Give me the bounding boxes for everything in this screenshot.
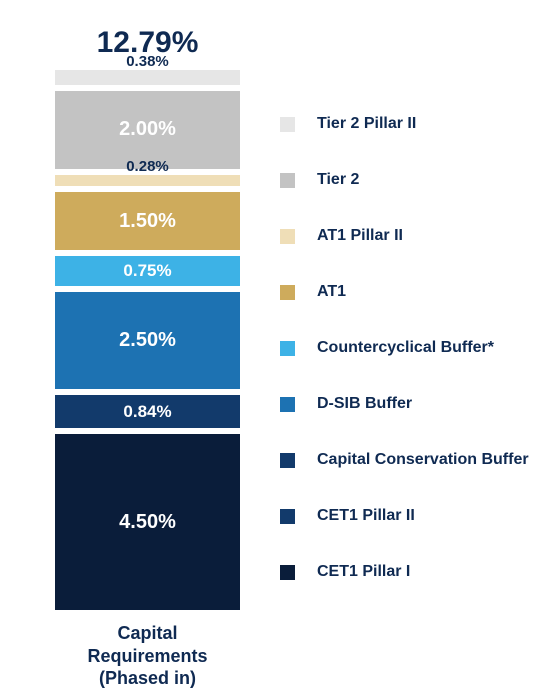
legend-label: Tier 2: [317, 171, 359, 189]
segment-dsib: 2.50%: [55, 292, 240, 390]
legend-swatch: [280, 453, 295, 468]
legend: Tier 2 Pillar II Tier 2 AT1 Pillar II AT1 Co…: [280, 96, 529, 600]
legend-swatch: [280, 565, 295, 580]
legend-label: CET1 Pillar II: [317, 507, 415, 525]
x-axis-label-line: (Phased in): [99, 668, 196, 688]
legend-item: AT1 Pillar II: [280, 208, 529, 264]
legend-label: D-SIB Buffer: [317, 395, 412, 413]
x-axis-label-line: Requirements: [87, 646, 207, 666]
segment-label-cet1_p2: 4.50%: [119, 511, 176, 534]
legend-label: Capital Conservation Buffer: [317, 451, 529, 469]
legend-item: AT1: [280, 264, 529, 320]
x-axis-label-line: Capital: [117, 623, 177, 643]
legend-item: D-SIB Buffer: [280, 376, 529, 432]
segment-label-tier2_pillar2: 0.38%: [55, 53, 240, 70]
segment-label-ccb: 0.84%: [123, 402, 171, 422]
legend-label: CET1 Pillar I: [317, 563, 410, 581]
legend-item: Tier 2 Pillar II: [280, 96, 529, 152]
legend-swatch: [280, 117, 295, 132]
segment-label-at1: 1.50%: [119, 210, 176, 233]
segment-label-at1_pillar2: 0.28%: [55, 158, 240, 175]
legend-item: CET1 Pillar I: [280, 544, 529, 600]
segment-tier2_pillar2: 0.38%: [55, 70, 240, 85]
legend-item: Capital Conservation Buffer: [280, 432, 529, 488]
legend-swatch: [280, 509, 295, 524]
legend-item: Countercyclical Buffer*: [280, 320, 529, 376]
segment-at1_pillar2: 0.28%: [55, 175, 240, 186]
legend-item: Tier 2: [280, 152, 529, 208]
legend-label: Tier 2 Pillar II: [317, 115, 416, 133]
segment-ccb: 0.84%: [55, 395, 240, 428]
legend-swatch: [280, 229, 295, 244]
segment-cet1_p2: 4.50%: [55, 434, 240, 610]
segment-ccyb: 0.75%: [55, 256, 240, 285]
chart-canvas: 12.79% 0.38%2.00%0.28%1.50%0.75%2.50%0.8…: [0, 0, 560, 700]
legend-swatch: [280, 173, 295, 188]
segment-at1: 1.50%: [55, 192, 240, 251]
stacked-bar: 0.38% 2.00% 0.28% 1.50% 0.75% 2.50% 0.84% 4.50%: [55, 70, 240, 610]
segment-label-ccyb: 0.75%: [123, 261, 171, 281]
legend-label: AT1 Pillar II: [317, 227, 403, 245]
legend-item: CET1 Pillar II: [280, 488, 529, 544]
legend-swatch: [280, 341, 295, 356]
legend-label: Countercyclical Buffer*: [317, 339, 494, 357]
x-axis-label: Capital Requirements(Phased in): [55, 622, 240, 690]
segment-label-tier2: 2.00%: [119, 118, 176, 141]
legend-swatch: [280, 285, 295, 300]
legend-swatch: [280, 397, 295, 412]
legend-label: AT1: [317, 283, 346, 301]
segment-label-dsib: 2.50%: [119, 329, 176, 352]
